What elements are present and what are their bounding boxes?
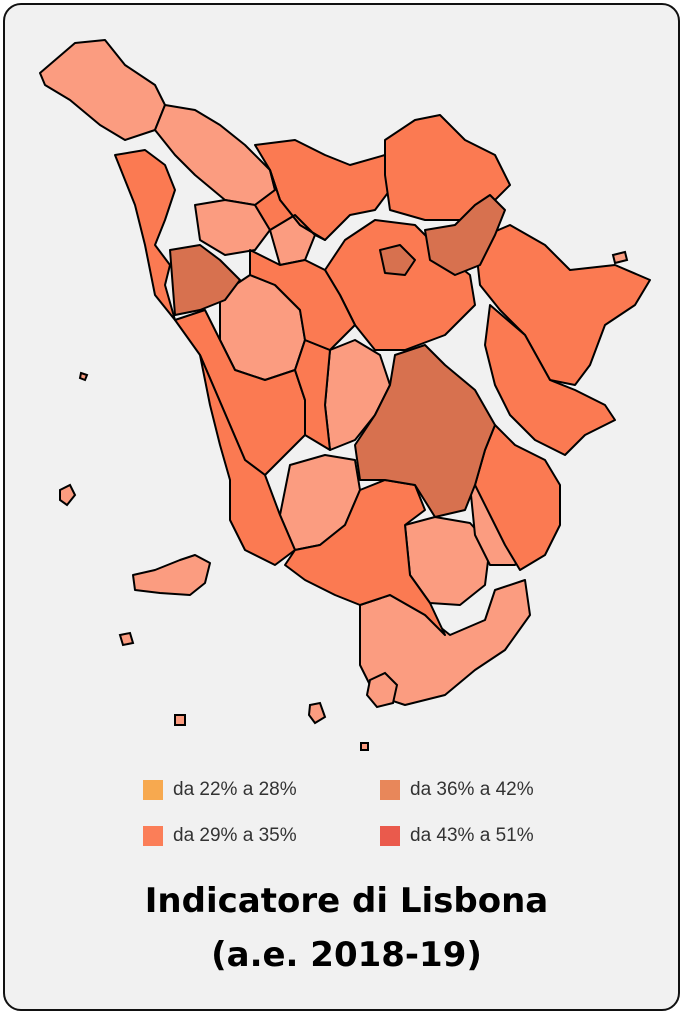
region-empolese [249,249,356,351]
map-frame: da 22% a 28% da 36% a 42% da 29% a 35% d… [3,3,680,1011]
region-group-medium [114,114,651,636]
region-siena [354,344,496,518]
region-florence-center [379,244,416,276]
island-capraia [59,483,77,507]
region-casentino [384,114,511,221]
region-elba [132,554,211,596]
island-giglio [307,701,327,725]
island-group [59,250,629,751]
island-giannutri [360,742,369,751]
region-pisa-plain [169,244,241,316]
region-vallombrosa [424,194,506,276]
region-pistoia [254,169,326,241]
region-chianti [294,339,331,451]
region-argentario [365,671,399,709]
map-subtitle: (a.e. 2018-19) [211,935,482,975]
region-group-dark [169,194,506,518]
map-title: Indicatore di Lisbona [144,881,549,921]
island-arcipelago-east [611,250,629,265]
region-lunigiana [39,39,166,141]
region-valtiberina [484,304,616,456]
region-valdinievole [194,199,271,256]
tuscany-choropleth-map [39,39,651,751]
region-versilia [114,149,176,321]
region-arezzo-east [474,224,651,386]
island-pianosa [118,631,135,647]
island-montecristo [174,714,186,726]
region-grosseto-north [284,479,446,636]
region-group-light [39,39,536,706]
region-livorno-coast [199,354,296,566]
island-gorgona [78,371,89,382]
